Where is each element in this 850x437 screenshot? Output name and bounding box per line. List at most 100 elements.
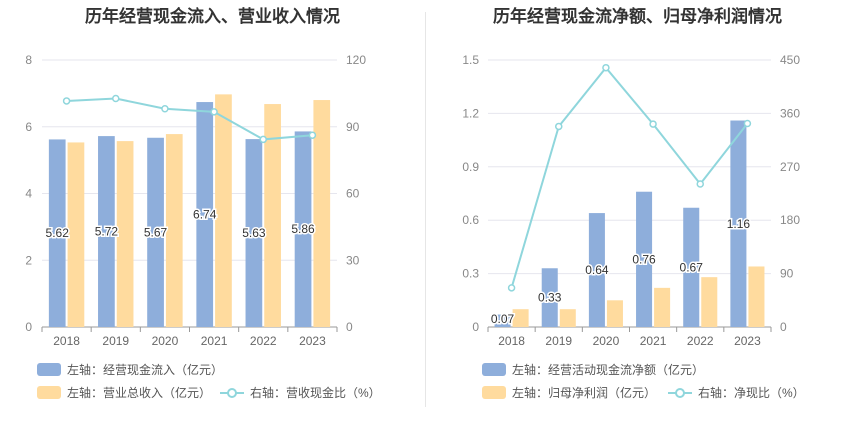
legend-swatch: [482, 386, 506, 399]
right-axis-tick-label: 180: [780, 213, 800, 227]
bar: [147, 137, 164, 327]
line-series: [510, 66, 749, 289]
legend-item-ratio[interactable]: 右轴：营收现金比（%）: [220, 384, 381, 401]
right-axis-tick-label: 450: [780, 53, 800, 67]
bar-value-label: 0.07: [491, 312, 515, 326]
bar: [215, 94, 232, 327]
left-axis-tick-label: 2: [25, 253, 32, 267]
legend-label: 右轴：净现比（%）: [698, 386, 805, 400]
x-axis-tick-label: 2019: [102, 334, 129, 348]
bar-value-label: 5.67: [144, 225, 168, 239]
right-axis-tick-label: 360: [780, 106, 800, 120]
x-axis-tick-label: 2022: [250, 334, 277, 348]
line-point: [602, 63, 610, 72]
legend-item-revenue[interactable]: 左轴：营业总收入（亿元）: [37, 384, 211, 401]
legend-item-net-cash-flow[interactable]: 左轴：经营活动现金流净额（亿元）: [482, 361, 704, 378]
x-axis-tick-label: 2022: [687, 334, 714, 348]
bar: [67, 142, 85, 327]
line-point: [112, 94, 120, 103]
bar-value-label: 1.16: [727, 217, 751, 231]
bar-value-label: 0.76: [632, 252, 656, 266]
left-axis-tick-label: 0.6: [462, 213, 479, 227]
bar: [512, 309, 529, 327]
legend-item-net-cash-ratio[interactable]: 右轴：净现比（%）: [668, 384, 805, 401]
left-axis-tick-label: 0: [472, 320, 479, 334]
right-chart-svg: 0 0.3 0.6 0.9 1.2 1.5 0 90 180 270 360 450 2018 2019 2…: [462, 53, 800, 348]
legend-line-swatch: [220, 386, 244, 399]
left-axis-tick-label: 4: [25, 187, 32, 201]
legend-label: 左轴：归母净利润（亿元）: [512, 386, 657, 400]
line-point: [210, 108, 218, 116]
line-point: [696, 180, 704, 188]
right-axis-tick-label: 30: [346, 253, 360, 267]
right-axis-tick-label: 0: [346, 320, 353, 334]
left-axis-tick-label: 0.9: [462, 160, 479, 174]
right-axis-tick-label: 270: [780, 160, 800, 174]
legend-label: 左轴：经营现金流入（亿元）: [67, 363, 224, 377]
left-chart-svg: 0 2 4 6 8 0 30 60 90 120 2018 2019 2020 2021 2022 2023 5…: [25, 53, 366, 348]
x-axis-tick-label: 2021: [201, 334, 228, 348]
x-axis-tick-label: 2023: [299, 334, 326, 348]
bar: [559, 309, 576, 327]
left-axis-tick-label: 8: [25, 53, 32, 67]
right-axis-tick-label: 60: [346, 187, 360, 201]
legend-label: 左轴：经营活动现金流净额（亿元）: [512, 363, 705, 377]
bar: [116, 141, 134, 327]
line-point: [161, 104, 169, 113]
legend-line-swatch: [668, 386, 692, 399]
x-axis-tick-label: 2019: [545, 334, 572, 348]
legend-item-cash-inflow[interactable]: 左轴：经营现金流入（亿元）: [37, 361, 223, 378]
bar: [245, 139, 263, 327]
line-point: [259, 135, 267, 144]
line-point: [555, 122, 563, 131]
bar-value-label: 0.64: [585, 263, 609, 277]
line-point: [308, 131, 317, 139]
bar-value-label: 5.86: [291, 222, 315, 236]
right-chart-panel: 历年经营现金流净额、归母净利润情况 0 0.3 0.6 0.9 1.2 1.5 0 90 180…: [425, 0, 850, 437]
right-axis-tick-label: 120: [346, 53, 366, 67]
bar: [294, 131, 312, 327]
bar: [588, 213, 605, 327]
left-axis-tick-label: 0: [25, 320, 32, 334]
bar: [683, 207, 700, 327]
bar: [730, 120, 747, 328]
bar: [98, 136, 115, 327]
x-axis-tick-label: 2023: [734, 334, 761, 348]
bar: [654, 287, 671, 327]
bar: [606, 300, 623, 327]
bar-value-label: 0.33: [538, 291, 562, 305]
bar: [494, 314, 511, 327]
bar: [313, 100, 331, 327]
panel-divider: [425, 12, 426, 407]
bar: [636, 191, 653, 327]
left-axis-tick-label: 0.3: [462, 267, 479, 281]
legend-swatch: [482, 363, 506, 376]
bar: [165, 134, 183, 327]
x-axis-tick-label: 2021: [640, 334, 667, 348]
bar: [748, 266, 765, 327]
bar: [541, 268, 558, 327]
line-point: [649, 120, 657, 128]
right-axis-tick-label: 90: [780, 267, 794, 281]
bar: [701, 277, 718, 327]
bar: [264, 104, 281, 328]
left-axis-tick-label: 1.2: [462, 106, 479, 120]
bar-value-label: 5.72: [95, 225, 119, 239]
bar-value-label: 0.67: [680, 260, 704, 274]
line-series: [66, 97, 313, 141]
x-axis-tick-label: 2018: [498, 334, 525, 348]
chart-title: 历年经营现金流入、营业收入情况: [85, 7, 340, 26]
line-point: [743, 119, 752, 128]
legend-swatch: [37, 363, 61, 376]
x-axis-tick-label: 2020: [593, 334, 620, 348]
right-axis-tick-label: 0: [780, 320, 787, 334]
x-axis-tick-label: 2020: [152, 334, 179, 348]
left-axis-tick-label: 1.5: [462, 53, 479, 67]
line-point: [507, 284, 516, 292]
legend-swatch: [37, 386, 61, 399]
right-axis-tick-label: 90: [346, 120, 360, 134]
bar-value-label: 6.74: [193, 208, 217, 222]
legend-item-net-profit[interactable]: 左轴：归母净利润（亿元）: [482, 384, 656, 401]
chart-title: 历年经营现金流净额、归母净利润情况: [493, 7, 782, 26]
line-point: [62, 97, 71, 105]
